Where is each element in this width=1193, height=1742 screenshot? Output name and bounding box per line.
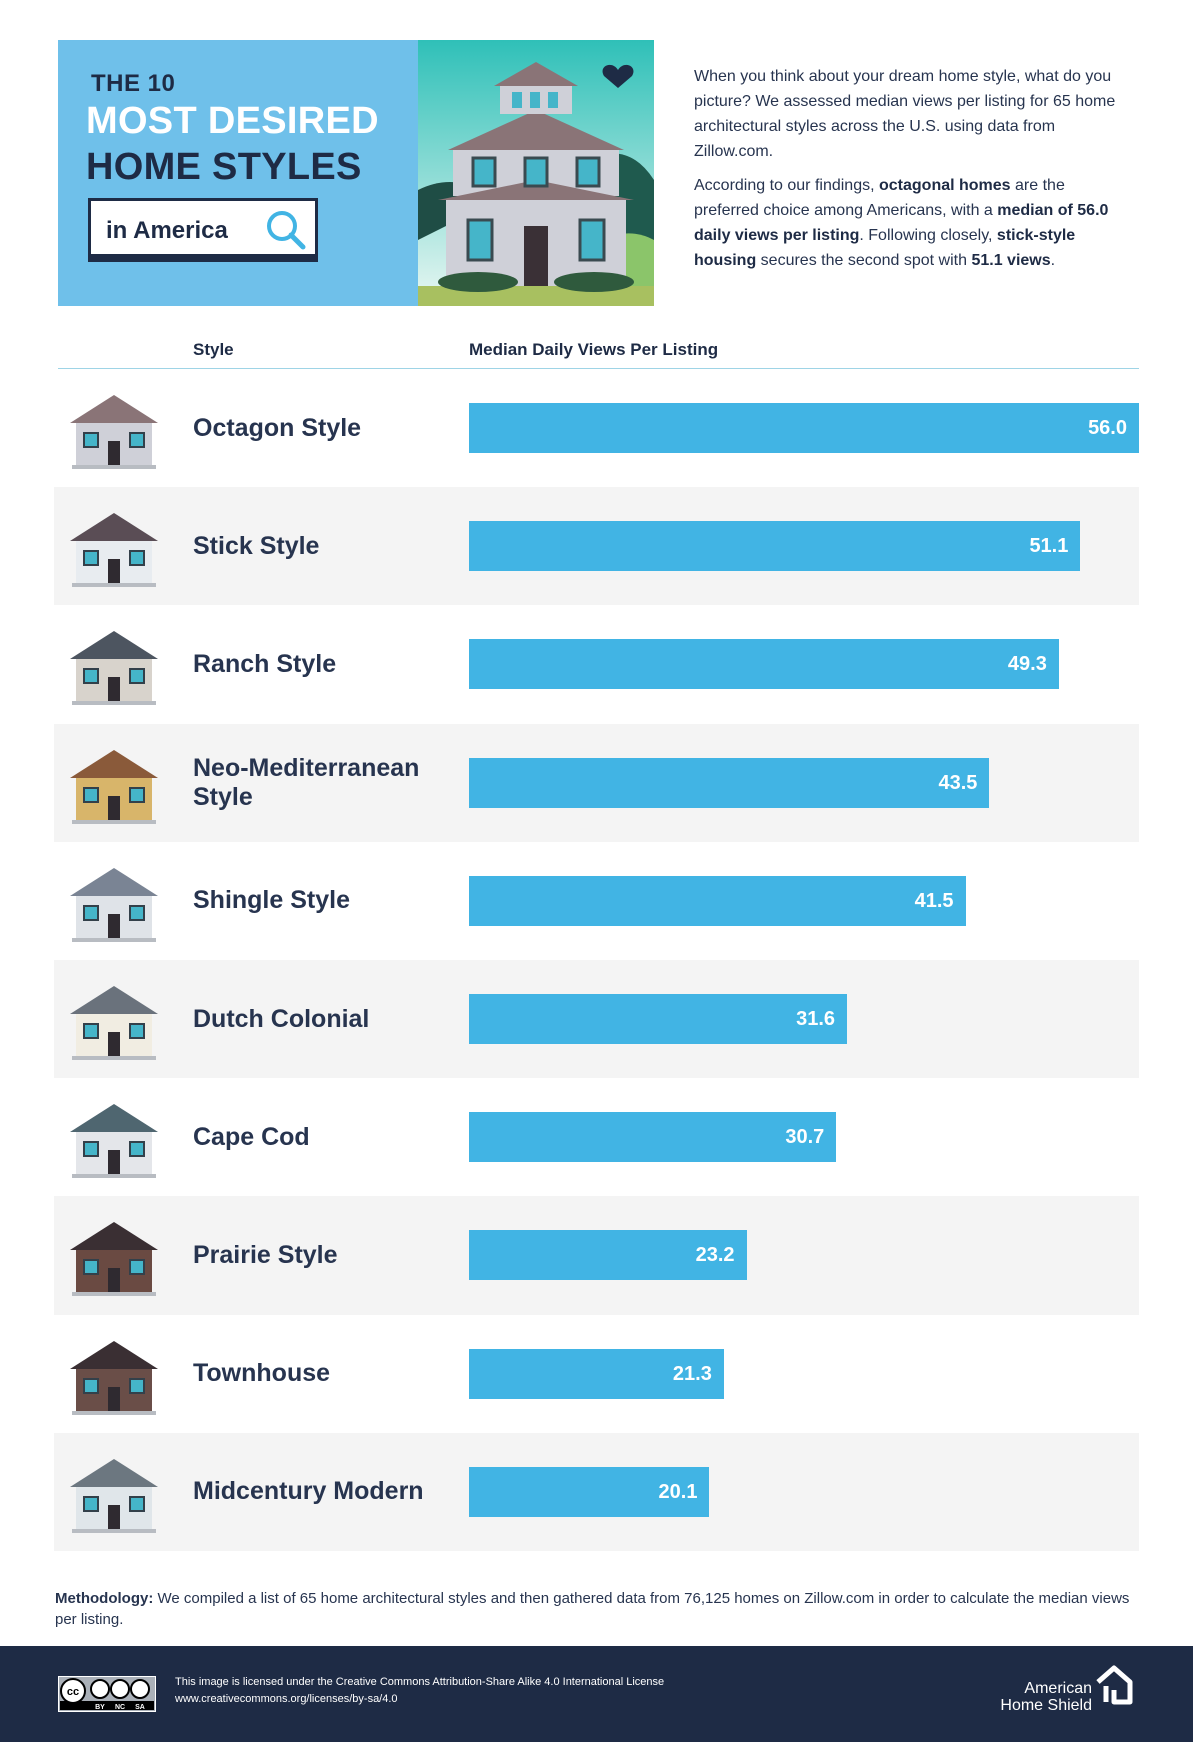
bar-ranch-style: 49.3	[469, 639, 1059, 690]
cc-label-sa: SA	[135, 1704, 145, 1711]
bar-stick-style: 51.1	[469, 521, 1081, 572]
row-label-dutch-colonial: Dutch Colonial	[193, 1004, 370, 1033]
row-label-octagon-style: Octagon Style	[193, 413, 362, 442]
table-row: Neo-Mediterranean Style 43.5	[54, 723, 1139, 842]
cc-label-nc: NC	[115, 1704, 125, 1711]
table-row: Midcentury Modern 20.1	[54, 1432, 1139, 1551]
bar-octagon-style: 56.0	[469, 403, 1139, 454]
footer-bar	[0, 1646, 1193, 1742]
table-row: Prairie Style 23.2	[54, 1196, 1139, 1315]
brand-name: American Home Shield	[1000, 1680, 1092, 1714]
bar-dutch-colonial: 31.6	[469, 994, 848, 1045]
row-label-ranch-style: Ranch Style	[193, 649, 337, 678]
ranch-style-house-icon	[70, 631, 158, 706]
title-line-3: HOME STYLES	[86, 146, 362, 188]
methodology-text: We compiled a list of 65 home architectu…	[55, 1590, 1130, 1628]
cc-label-by: BY	[95, 1704, 105, 1711]
bar-neo-mediterranean-style: 43.5	[469, 757, 990, 808]
intro-paragraph-1: When you think about your dream home sty…	[694, 68, 1116, 160]
bar-value-label: 21.3	[672, 1362, 712, 1385]
bar-townhouse: 21.3	[469, 1348, 724, 1399]
bar-prairie-style: 23.2	[469, 1230, 747, 1281]
creative-commons-badge-icon: cc BY NC SA	[58, 1676, 156, 1712]
bar-value-label: 49.3	[1007, 653, 1047, 676]
neo-mediterranean-style-house-icon	[70, 749, 158, 824]
row-label-townhouse: Townhouse	[193, 1359, 331, 1388]
octagon-style-house-icon	[70, 395, 158, 470]
bar-midcentury-modern: 20.1	[469, 1466, 710, 1517]
header-divider	[58, 368, 1139, 369]
search-box-text: in America	[106, 217, 228, 244]
row-label-prairie-style: Prairie Style	[193, 1240, 338, 1269]
magnifier-icon	[267, 211, 306, 250]
bar-value-label: 51.1	[1029, 535, 1069, 558]
bar-value-label: 31.6	[796, 1008, 836, 1031]
bar-shingle-style: 41.5	[469, 875, 966, 926]
table-row: Octagon Style 56.0	[54, 369, 1139, 487]
intro-paragraph-2: According to our findings, octagonal hom…	[694, 177, 1109, 269]
table-row: Ranch Style 49.3	[54, 605, 1139, 723]
stick-style-house-icon	[70, 513, 158, 588]
search-box	[88, 198, 318, 262]
table-row: Dutch Colonial 31.6	[54, 960, 1139, 1079]
title-line-1: THE 10	[91, 70, 176, 97]
column-header-style: Style	[193, 340, 234, 359]
bar-value-label: 43.5	[938, 771, 978, 794]
license-text: This image is licensed under the Creativ…	[175, 1676, 665, 1688]
bar-value-label: 41.5	[914, 889, 954, 912]
title-line-2: MOST DESIRED	[86, 100, 379, 142]
dutch-colonial-house-icon	[70, 986, 158, 1061]
shingle-style-house-icon	[70, 867, 158, 942]
bar-value-label: 30.7	[785, 1126, 825, 1149]
svg-text:cc: cc	[67, 1686, 79, 1698]
row-label-stick-style: Stick Style	[193, 531, 320, 560]
row-label-midcentury-modern: Midcentury Modern	[193, 1477, 424, 1506]
bar-value-label: 23.2	[695, 1244, 735, 1267]
octagon-house-illustration	[418, 40, 654, 306]
table-row: Stick Style 51.1	[54, 487, 1139, 606]
table-row: Cape Cod 30.7	[54, 1078, 1139, 1196]
bar-value-label: 20.1	[658, 1480, 698, 1503]
methodology-note: Methodology: We compiled a list of 65 ho…	[55, 1588, 1145, 1630]
bar-cape-cod: 30.7	[469, 1112, 837, 1163]
table-row: Shingle Style 41.5	[54, 842, 1139, 960]
methodology-label: Methodology:	[55, 1590, 154, 1607]
license-url[interactable]: www.creativecommons.org/licenses/by-sa/4…	[175, 1693, 398, 1705]
row-label-neo-mediterranean-style: Neo-Mediterranean Style	[193, 753, 420, 811]
column-header-views: Median Daily Views Per Listing	[469, 340, 719, 359]
cape-cod-house-icon	[70, 1104, 158, 1179]
row-label-cape-cod: Cape Cod	[193, 1122, 310, 1151]
row-label-shingle-style: Shingle Style	[193, 886, 350, 915]
table-row: Townhouse 21.3	[54, 1315, 1139, 1433]
townhouse-house-icon	[70, 1340, 158, 1415]
bar-value-label: 56.0	[1088, 417, 1127, 440]
midcentury-modern-house-icon	[70, 1458, 158, 1533]
brand-logo-icon	[1096, 1665, 1133, 1705]
prairie-style-house-icon	[70, 1222, 158, 1297]
